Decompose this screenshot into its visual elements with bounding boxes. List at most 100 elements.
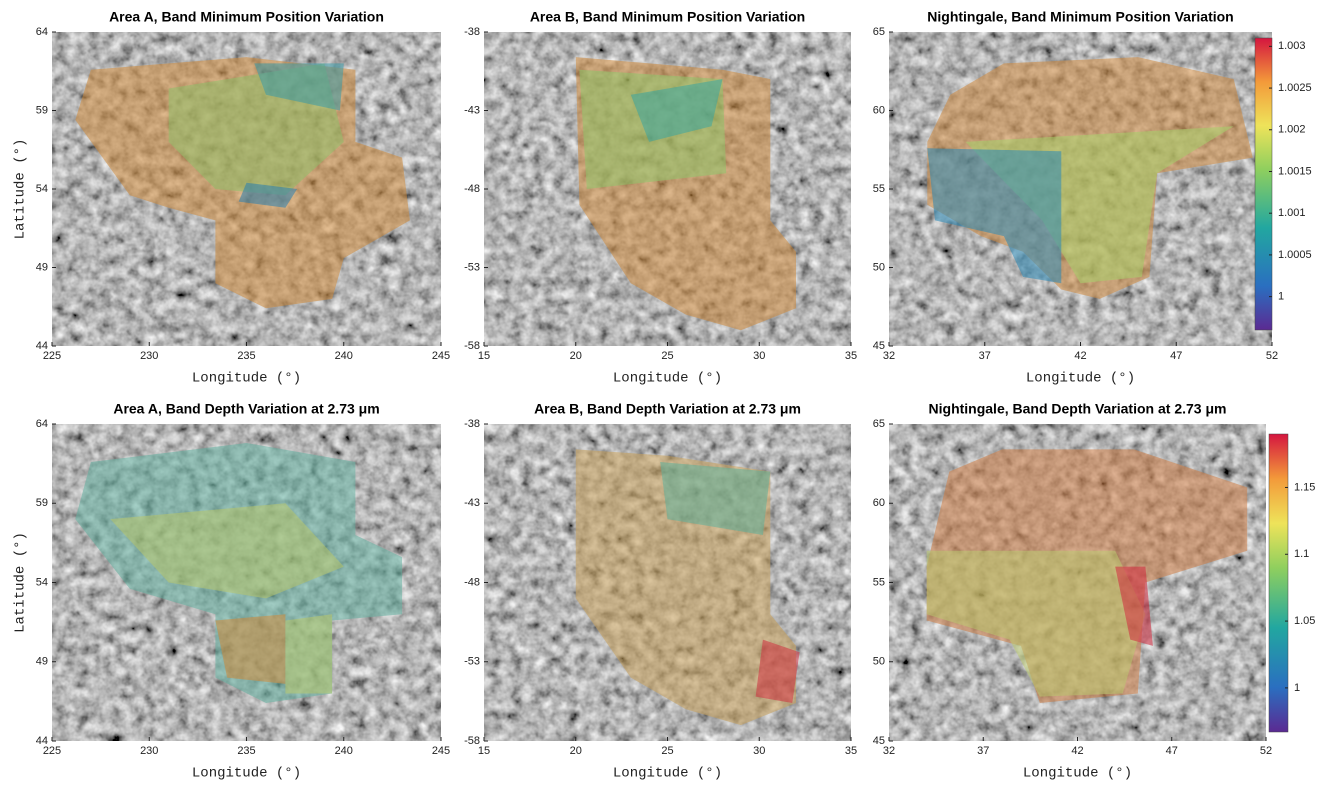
- overlay-region: [254, 63, 344, 111]
- y-tick-label: 49: [36, 261, 48, 273]
- y-tick-label: 54: [36, 576, 48, 588]
- overlay-region: [110, 503, 344, 599]
- colorbar-tick-label: 1: [1294, 682, 1300, 694]
- x-tick-label: 225: [43, 350, 61, 362]
- x-tick-label: 32: [883, 350, 895, 362]
- colorbar-tick-label: 1.0015: [1278, 165, 1312, 177]
- x-tick-label: 230: [140, 745, 158, 757]
- overlay-region: [630, 79, 723, 142]
- overlay-region: [238, 182, 298, 208]
- x-tick-label: 42: [1074, 350, 1086, 362]
- overlay-region: [660, 462, 771, 535]
- y-tick-label: -58: [464, 340, 480, 352]
- x-tick-label: 235: [237, 350, 255, 362]
- x-tick-label: 230: [140, 350, 158, 362]
- x-tick-label: 37: [977, 745, 989, 757]
- x-tick-label: 52: [1266, 350, 1278, 362]
- colorbar-tick-label: 1.002: [1278, 124, 1306, 136]
- x-axis-label: Longitude (°): [1026, 371, 1135, 387]
- overlay-region: [285, 614, 333, 694]
- panel-title: Area A, Band Minimum Position Variation: [109, 9, 384, 25]
- x-tick-label: 35: [845, 350, 857, 362]
- y-tick-label: -38: [464, 418, 480, 430]
- panel-title: Nightingale, Band Depth Variation at 2.7…: [929, 401, 1227, 417]
- x-tick-label: 245: [432, 350, 450, 362]
- colorbar-tick-label: 1.15: [1294, 481, 1315, 493]
- x-axis-label: Longitude (°): [1023, 766, 1132, 782]
- x-axis-label: Longitude (°): [613, 371, 722, 387]
- colorbar: [1268, 433, 1289, 733]
- y-tick-label: -53: [464, 656, 480, 668]
- colorbar-tick-label: 1: [1278, 291, 1284, 303]
- y-tick-label: -48: [464, 183, 480, 195]
- y-tick-label: -43: [464, 497, 480, 509]
- y-tick-label: 65: [873, 418, 885, 430]
- panel-title: Area B, Band Depth Variation at 2.73 μm: [534, 401, 801, 417]
- x-axis-label: Longitude (°): [192, 371, 301, 387]
- y-tick-label: 59: [36, 497, 48, 509]
- x-tick-label: 47: [1170, 350, 1182, 362]
- colorbar-tick-label: 1.1: [1294, 548, 1309, 560]
- y-tick-label: -58: [464, 735, 480, 747]
- panel-title: Area A, Band Depth Variation at 2.73 μm: [113, 401, 379, 417]
- x-tick-label: 245: [432, 745, 450, 757]
- y-tick-label: 50: [873, 656, 885, 668]
- x-tick-label: 25: [661, 745, 673, 757]
- x-tick-label: 37: [979, 350, 991, 362]
- x-tick-label: 52: [1260, 745, 1272, 757]
- overlay-region: [926, 550, 1146, 697]
- panel-title: Nightingale, Band Minimum Position Varia…: [927, 9, 1233, 25]
- y-tick-label: 60: [873, 104, 885, 116]
- x-tick-label: 32: [883, 745, 895, 757]
- y-tick-label: 49: [36, 656, 48, 668]
- y-tick-label: -48: [464, 576, 480, 588]
- panel: Area B, Band Minimum Position Variation 1…: [464, 9, 857, 387]
- overlay-region: [755, 639, 800, 703]
- x-axis-label: Longitude (°): [192, 766, 301, 782]
- x-axis-label: Longitude (°): [613, 766, 722, 782]
- y-tick-label: 44: [36, 340, 48, 352]
- overlay-region: [215, 614, 286, 684]
- y-tick-label: 65: [873, 26, 885, 38]
- x-tick-label: 240: [335, 350, 353, 362]
- x-tick-label: 240: [335, 745, 353, 757]
- x-tick-label: 30: [753, 745, 765, 757]
- x-tick-label: 30: [753, 350, 765, 362]
- y-tick-label: 55: [873, 576, 885, 588]
- colorbar-tick-label: 1.05: [1294, 615, 1315, 627]
- y-axis-label: Latitude (°): [13, 139, 29, 240]
- panel: Nightingale, Band Depth Variation at 2.7…: [873, 401, 1316, 782]
- colorbar-tick-label: 1.0005: [1278, 249, 1312, 261]
- panel: Area B, Band Depth Variation at 2.73 μm 1…: [464, 401, 857, 782]
- y-axis-label: Latitude (°): [13, 532, 29, 633]
- y-tick-label: 60: [873, 497, 885, 509]
- x-tick-label: 25: [661, 350, 673, 362]
- y-tick-label: 59: [36, 104, 48, 116]
- x-tick-label: 20: [570, 745, 582, 757]
- x-tick-label: 235: [237, 745, 255, 757]
- y-tick-label: 45: [873, 735, 885, 747]
- y-tick-label: 64: [36, 418, 48, 430]
- x-tick-label: 20: [570, 350, 582, 362]
- y-tick-label: -53: [464, 261, 480, 273]
- y-tick-label: 55: [873, 183, 885, 195]
- colorbar: [1254, 37, 1273, 331]
- y-tick-label: -38: [464, 26, 480, 38]
- colorbar-tick-label: 1.003: [1278, 40, 1306, 52]
- x-tick-label: 15: [478, 350, 490, 362]
- y-tick-label: 64: [36, 26, 48, 38]
- x-tick-label: 35: [845, 745, 857, 757]
- panel: Area A, Band Depth Variation at 2.73 μm 2…: [13, 401, 450, 782]
- y-tick-label: 54: [36, 183, 48, 195]
- x-tick-label: 47: [1166, 745, 1178, 757]
- colorbar-tick-label: 1.001: [1278, 207, 1306, 219]
- x-tick-label: 42: [1071, 745, 1083, 757]
- x-tick-label: 15: [478, 745, 490, 757]
- y-tick-label: 44: [36, 735, 48, 747]
- y-tick-label: 50: [873, 261, 885, 273]
- overlay-region: [1115, 566, 1153, 646]
- y-tick-label: 45: [873, 340, 885, 352]
- y-tick-label: -43: [464, 104, 480, 116]
- panel: Area A, Band Minimum Position Variation 2…: [13, 9, 450, 387]
